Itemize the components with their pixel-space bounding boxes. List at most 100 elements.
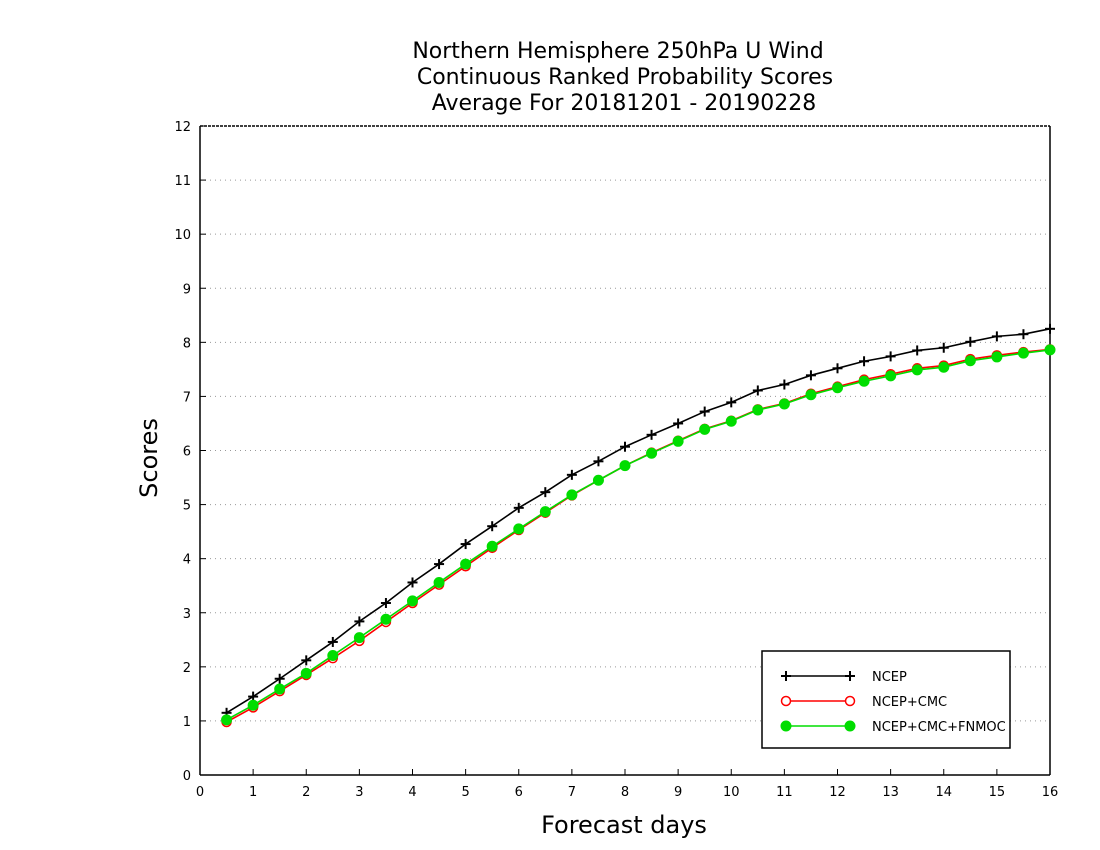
series-2-point-9: [460, 558, 472, 570]
series-2-point-12: [539, 506, 551, 518]
legend-label-0: NCEP: [872, 670, 907, 685]
y-tick-label-1: 1: [183, 715, 191, 730]
legend-marker-end-1: [844, 695, 856, 707]
title-line-2: Continuous Ranked Probability Scores: [417, 65, 833, 90]
series-0-point-24: [859, 356, 870, 367]
title-line-3: Average For 20181201 - 20190228: [432, 91, 817, 116]
series-0-point-9: [460, 539, 471, 550]
x-tick-label-5: 5: [461, 785, 469, 800]
legend: NCEP NCEP+CMC NCEP+CMC+FNMOC: [761, 650, 1011, 749]
x-tick-label-0: 0: [196, 785, 204, 800]
series-2-point-24: [858, 375, 870, 387]
series-0-point-12: [540, 487, 551, 498]
series-0-point-25: [885, 351, 896, 362]
y-tick-label-0: 0: [183, 769, 191, 784]
series-0-point-18: [699, 406, 710, 417]
legend-marker-start-1: [780, 695, 792, 707]
series-0-point-11: [513, 502, 524, 513]
series-2-point-2: [274, 683, 286, 695]
x-tick-label-12: 12: [829, 785, 846, 800]
series-2-point-29: [991, 351, 1003, 363]
series-2-point-28: [964, 355, 976, 367]
x-tick-label-9: 9: [674, 785, 682, 800]
y-tick-label-3: 3: [183, 607, 191, 622]
series-layer: [221, 323, 1056, 728]
series-0-point-22: [805, 370, 816, 381]
series-2-point-22: [805, 389, 817, 401]
x-tick-label-1: 1: [249, 785, 257, 800]
series-2-point-14: [592, 474, 604, 486]
x-tick-label-3: 3: [355, 785, 363, 800]
series-2-point-17: [672, 435, 684, 447]
series-0-point-15: [620, 441, 630, 452]
x-tick-label-7: 7: [568, 785, 576, 800]
legend-marker-end-2: [844, 720, 856, 732]
y-tick-label-5: 5: [183, 499, 191, 514]
series-0-point-6: [380, 598, 391, 609]
series-0-point-21: [779, 379, 790, 390]
series-0-point-27: [938, 342, 949, 353]
series-0-point-3: [301, 655, 312, 666]
legend-marker-start-0: [781, 671, 791, 681]
series-0-point-2: [274, 673, 285, 684]
x-tick-label-8: 8: [621, 785, 629, 800]
x-tick-label-16: 16: [1042, 785, 1059, 800]
series-2-point-8: [433, 576, 445, 588]
series-2-point-26: [911, 364, 923, 376]
series-2-point-31: [1044, 344, 1056, 356]
series-0-point-10: [487, 521, 498, 532]
series-2-point-20: [752, 404, 764, 416]
y-tick-label-8: 8: [183, 336, 191, 351]
chart-title: Northern Hemisphere 250hPa U Wind Contin…: [412, 39, 833, 116]
series-2-point-5: [353, 632, 365, 644]
x-axis-label: Forecast days: [541, 811, 707, 839]
x-tick-label-6: 6: [515, 785, 523, 800]
series-2-point-0: [221, 714, 233, 726]
legend-box: [761, 650, 1011, 749]
series-0-point-29: [991, 331, 1002, 342]
series-0-point-31: [1045, 323, 1055, 334]
series-2: [221, 344, 1056, 726]
y-tick-label-7: 7: [183, 390, 191, 405]
legend-label-2: NCEP+CMC+FNMOC: [872, 720, 1006, 735]
series-2-point-25: [885, 370, 897, 382]
series-2-point-27: [938, 361, 950, 373]
series-2-point-23: [832, 382, 843, 394]
series-2-point-19: [725, 415, 737, 427]
series-2-point-18: [699, 423, 711, 435]
series-2-point-1: [247, 699, 259, 711]
series-0-point-28: [965, 336, 976, 347]
y-tick-label-10: 10: [174, 228, 191, 243]
series-2-point-4: [327, 649, 339, 661]
series-0-point-20: [752, 385, 763, 396]
legend-marker-start-2: [780, 720, 792, 732]
y-tick-label-11: 11: [174, 174, 191, 189]
series-0-point-16: [646, 429, 657, 440]
series-2-point-10: [486, 540, 498, 552]
y-tick-label-2: 2: [183, 661, 191, 676]
legend-marker-end-0: [845, 671, 855, 681]
series-0-point-26: [912, 345, 923, 356]
series-0-point-23: [832, 363, 843, 374]
series-2-point-13: [566, 489, 578, 501]
series-0-point-14: [593, 456, 604, 467]
series-2-point-30: [1017, 347, 1029, 359]
legend-label-1: NCEP+CMC: [872, 695, 947, 710]
x-tick-label-2: 2: [302, 785, 310, 800]
series-2-point-15: [619, 460, 631, 472]
y-tick-label-9: 9: [183, 282, 191, 297]
series-0-point-4: [327, 636, 338, 647]
legend-entry-1: NCEP+CMC: [780, 695, 947, 710]
legend-entry-0: NCEP: [781, 670, 907, 685]
series-2-point-3: [300, 667, 312, 679]
series-2-point-21: [778, 398, 790, 410]
series-0-point-5: [354, 616, 365, 627]
y-tick-label-4: 4: [183, 553, 191, 568]
x-tick-label-10: 10: [723, 785, 740, 800]
series-2-point-6: [380, 613, 392, 625]
y-tick-label-6: 6: [183, 445, 191, 460]
title-line-1: Northern Hemisphere 250hPa U Wind: [412, 39, 823, 64]
series-2-point-16: [646, 447, 658, 459]
